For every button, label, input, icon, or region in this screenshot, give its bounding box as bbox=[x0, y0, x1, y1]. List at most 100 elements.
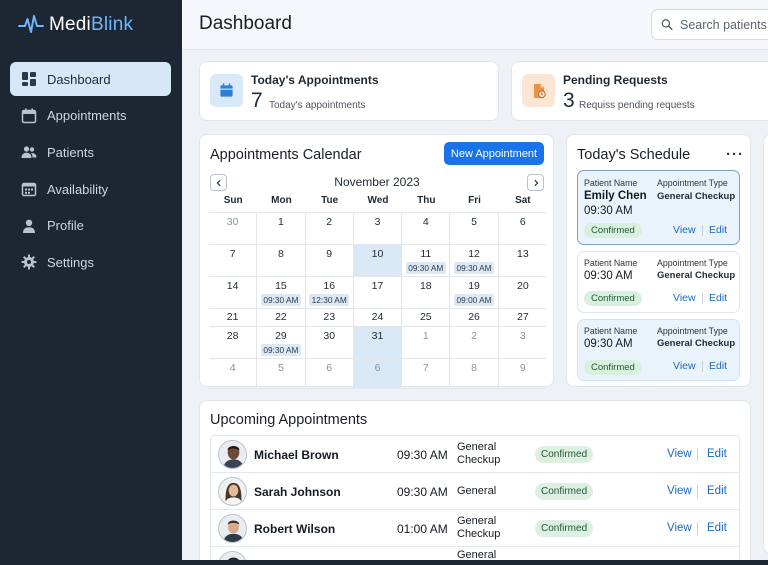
calendar-day-cell[interactable]: 3 bbox=[498, 327, 547, 359]
table-row[interactable]: Michael Brown 09:30 AM General Checkup C… bbox=[211, 436, 739, 473]
view-link[interactable]: View bbox=[673, 292, 696, 304]
calendar-day-cell[interactable]: 26 bbox=[450, 309, 499, 327]
more-options-icon[interactable]: ··· bbox=[726, 146, 744, 163]
sidebar-item-availability[interactable]: Availability bbox=[10, 172, 171, 206]
view-link[interactable]: View bbox=[667, 485, 692, 497]
appointment-type: General bbox=[457, 549, 497, 561]
edit-link[interactable]: Edit bbox=[707, 522, 727, 534]
calendar-day-cell[interactable]: 4 bbox=[209, 359, 258, 389]
sidebar-item-settings[interactable]: Settings bbox=[10, 245, 171, 279]
calendar-day-cell[interactable]: 16 12:30 AM bbox=[305, 277, 354, 309]
sidebar-item-profile[interactable]: Profile bbox=[10, 209, 171, 243]
weekday-label: Sun bbox=[223, 195, 243, 206]
calendar-day-cell[interactable]: 18 bbox=[402, 277, 451, 309]
schedule-item[interactable]: Patient Name Appointment Type General Ch… bbox=[577, 319, 740, 381]
calendar-event-chip[interactable]: 09:30 AM bbox=[260, 294, 301, 306]
calendar-day-cell[interactable]: 29 09:30 AM bbox=[257, 327, 306, 359]
calendar-day-cell[interactable]: 19 09:00 AM bbox=[450, 277, 499, 309]
link-divider bbox=[702, 361, 703, 372]
calendar-grid: Sun Mon Tue Wed Thu Fri Sat 30 1 2 3 4 5 6 7 8 9 10 11 09:… bbox=[209, 195, 547, 389]
calendar-event-chip[interactable]: 09:30 AM bbox=[454, 262, 495, 274]
calendar-day-cell[interactable]: 10 bbox=[353, 245, 403, 277]
calendar-day-number: 27 bbox=[517, 311, 529, 323]
calendar-day-cell[interactable]: 7 bbox=[209, 245, 258, 277]
view-link[interactable]: View bbox=[667, 522, 692, 534]
new-appointment-button[interactable]: New Appointment bbox=[444, 142, 544, 165]
calendar-day-cell[interactable]: 13 bbox=[498, 245, 547, 277]
search-box[interactable] bbox=[651, 9, 768, 40]
status-badge: Confirmed bbox=[584, 223, 642, 238]
calendar-icon bbox=[210, 74, 243, 107]
calendar-day-cell[interactable]: 31 bbox=[353, 327, 403, 359]
calendar-day-cell[interactable]: 7 bbox=[402, 359, 451, 389]
calendar-day-cell[interactable]: 9 bbox=[498, 359, 547, 389]
view-link[interactable]: View bbox=[667, 448, 692, 460]
calendar-day-number: 10 bbox=[371, 248, 384, 260]
calendar-day-cell[interactable]: 2 bbox=[450, 327, 499, 359]
prev-month-button[interactable] bbox=[210, 174, 227, 191]
top-header: Dashboard bbox=[182, 0, 768, 50]
next-month-button[interactable] bbox=[527, 174, 544, 191]
calendar-day-cell[interactable]: 24 bbox=[353, 309, 403, 327]
view-link[interactable]: View bbox=[673, 224, 696, 236]
calendar-day-cell[interactable]: 6 bbox=[498, 213, 547, 245]
calendar-day-cell[interactable]: 25 bbox=[402, 309, 451, 327]
logo[interactable]: MediBlink bbox=[18, 13, 133, 37]
avatar bbox=[218, 440, 247, 469]
calendar-day-cell[interactable]: 1 bbox=[257, 213, 306, 245]
search-input[interactable] bbox=[680, 17, 768, 32]
patient-name-label: Patient Name bbox=[584, 178, 638, 188]
calendar-day-cell[interactable]: 8 bbox=[257, 245, 306, 277]
weekday-label: Fri bbox=[468, 195, 481, 206]
calendar-day-cell[interactable]: 14 bbox=[209, 277, 258, 309]
calendar-event-chip[interactable]: 09:00 AM bbox=[454, 294, 495, 306]
calendar-day-cell[interactable]: 6 bbox=[353, 359, 403, 389]
calendar-day-cell[interactable]: 5 bbox=[257, 359, 306, 389]
sidebar-item-label: Patients bbox=[47, 144, 94, 160]
calendar-event-chip[interactable]: 09:30 AM bbox=[405, 262, 446, 274]
edit-link[interactable]: Edit bbox=[709, 224, 728, 236]
view-link[interactable]: View bbox=[673, 360, 696, 372]
weekday-label: Sat bbox=[515, 195, 531, 206]
edit-link[interactable]: Edit bbox=[707, 485, 727, 497]
calendar-day-cell[interactable]: 6 bbox=[305, 359, 354, 389]
upcoming-table: Michael Brown 09:30 AM General Checkup C… bbox=[210, 435, 740, 565]
calendar-day-cell[interactable]: 21 bbox=[209, 309, 258, 327]
schedule-item[interactable]: Patient Name Appointment Type Emily Chen… bbox=[577, 170, 740, 245]
sidebar-item-appointments[interactable]: Appointments bbox=[10, 99, 171, 133]
table-row[interactable]: Sarah Johnson 09:30 AM General Confirmed… bbox=[211, 473, 739, 510]
calendar-day-number: 19 bbox=[468, 280, 480, 292]
calendar-day-cell[interactable]: 23 bbox=[305, 309, 354, 327]
calendar-day-cell[interactable]: 9 bbox=[305, 245, 354, 277]
calendar-day-cell[interactable]: 27 bbox=[498, 309, 547, 327]
calendar-weekday-header: Sun Mon Tue Wed Thu Fri Sat bbox=[209, 195, 547, 212]
calendar-day-cell[interactable]: 30 bbox=[305, 327, 354, 359]
calendar-day-cell[interactable]: 2 bbox=[305, 213, 354, 245]
table-row[interactable]: Robert Wilson 01:00 AM General Checkup C… bbox=[211, 510, 739, 547]
calendar-day-cell[interactable]: 20 bbox=[498, 277, 547, 309]
calendar-day-cell[interactable]: 28 bbox=[209, 327, 258, 359]
calendar-day-cell[interactable]: 8 bbox=[450, 359, 499, 389]
calendar-day-cell[interactable]: 4 bbox=[402, 213, 451, 245]
calendar-day-cell[interactable]: 11 09:30 AM bbox=[402, 245, 451, 277]
edit-link[interactable]: Edit bbox=[707, 448, 727, 460]
calendar-day-cell[interactable]: 17 bbox=[353, 277, 403, 309]
link-divider bbox=[702, 293, 703, 304]
calendar-day-cell[interactable]: 3 bbox=[353, 213, 403, 245]
sidebar-item-dashboard[interactable]: Dashboard bbox=[10, 62, 171, 96]
calendar-day-cell[interactable]: 30 bbox=[209, 213, 258, 245]
calendar-day-cell[interactable]: 15 09:30 AM bbox=[257, 277, 306, 309]
calendar-event-chip[interactable]: 09:30 AM bbox=[260, 344, 301, 356]
document-clock-icon bbox=[522, 74, 555, 107]
calendar-day-cell[interactable]: 22 bbox=[257, 309, 306, 327]
calendar-day-cell[interactable]: 12 09:30 AM bbox=[450, 245, 499, 277]
edit-link[interactable]: Edit bbox=[709, 292, 728, 304]
appointment-type-label: Appointment Type bbox=[657, 258, 728, 268]
calendar-day-cell[interactable]: 5 bbox=[450, 213, 499, 245]
link-divider bbox=[702, 225, 703, 236]
calendar-day-cell[interactable]: 1 bbox=[402, 327, 451, 359]
sidebar-item-patients[interactable]: Patients bbox=[10, 135, 171, 169]
edit-link[interactable]: Edit bbox=[709, 360, 728, 372]
calendar-event-chip[interactable]: 12:30 AM bbox=[309, 294, 350, 306]
schedule-item[interactable]: Patient Name Appointment Type General Ch… bbox=[577, 251, 740, 313]
